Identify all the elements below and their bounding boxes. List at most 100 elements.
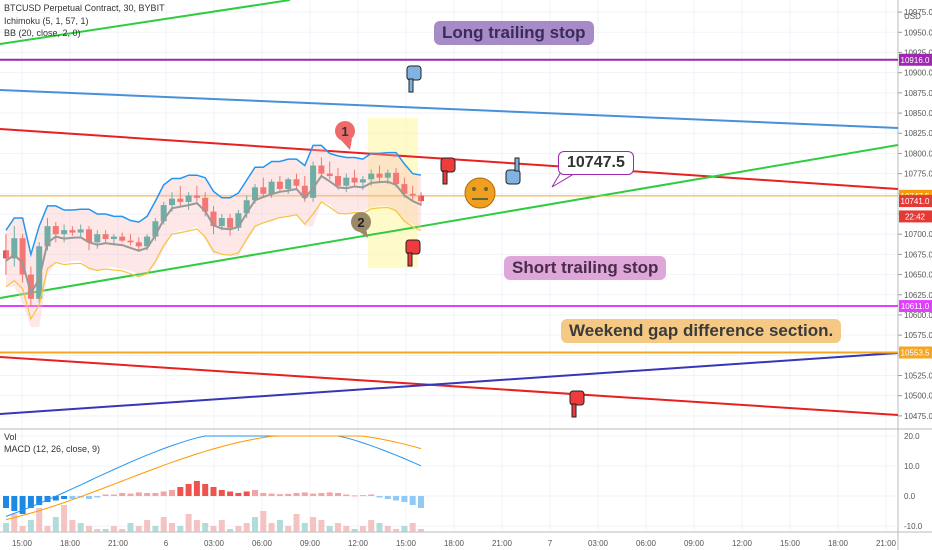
macd-histogram-bar: [351, 495, 358, 497]
macd-histogram-bar: [36, 496, 43, 505]
candle-body: [409, 193, 416, 196]
candle-body: [418, 195, 424, 202]
macd-histogram-bar: [293, 493, 300, 496]
volume-legend[interactable]: Vol: [4, 432, 17, 442]
volume-bar: [193, 520, 200, 532]
candle-body: [318, 165, 325, 174]
volume-bar: [285, 526, 292, 532]
price-tick-label: 10975.0: [904, 8, 932, 17]
ichimoku-legend[interactable]: Ichimoku (5, 1, 57, 1): [4, 16, 89, 26]
macd-histogram-bar: [119, 493, 126, 496]
volume-bar: [19, 526, 26, 532]
macd-histogram-bar: [102, 494, 109, 496]
badge-2-pointer: [357, 228, 368, 238]
macd-histogram-bar: [19, 496, 26, 514]
green-trendline: [0, 144, 899, 299]
volume-bar: [119, 529, 126, 532]
volume-bar: [11, 514, 18, 532]
short-trailing-stop-callout[interactable]: Short trailing stop: [504, 256, 667, 280]
red-hand-icon-3[interactable]: [569, 390, 585, 418]
macd-histogram-bar: [401, 496, 408, 502]
price-tick-label: 10775.0: [904, 170, 932, 179]
volume-bar: [27, 520, 34, 532]
volume-bar: [359, 526, 366, 532]
candle-body: [276, 181, 283, 189]
blue-hand-icon[interactable]: [406, 65, 422, 93]
candle-body: [218, 218, 225, 227]
price-tick-label: 10475.0: [904, 412, 932, 421]
volume-bar: [210, 526, 217, 532]
macd-histogram-bar: [235, 493, 242, 496]
macd-histogram-bar: [409, 496, 416, 505]
candle-body: [69, 230, 76, 233]
time-tick-label: 09:00: [684, 539, 705, 548]
macd-histogram-bar: [152, 493, 159, 496]
time-tick-label: 03:00: [204, 539, 225, 548]
long-trailing-stop-callout[interactable]: Long trailing stop: [434, 21, 594, 45]
price-tick-label: 10525.0: [904, 372, 932, 381]
macd-histogram-bar: [127, 493, 134, 496]
price-tag-label: 10916.0: [901, 56, 930, 65]
badge-1-label: 1: [341, 124, 348, 139]
macd-histogram-bar: [11, 496, 18, 511]
time-tick-label: 15:00: [12, 539, 33, 548]
weekend-gap-callout[interactable]: Weekend gap difference section.: [561, 319, 842, 343]
macd-histogram-bar: [359, 495, 366, 497]
macd-histogram-bar: [86, 496, 92, 499]
candle-body: [351, 177, 358, 183]
price-tick-label: 10650.0: [904, 271, 932, 280]
price-tag: [899, 300, 932, 313]
time-tick-label: 15:00: [780, 539, 801, 548]
volume-bar: [276, 520, 283, 532]
candle-body: [110, 236, 117, 240]
macd-histogram-bar: [210, 487, 217, 496]
macd-histogram-bar: [177, 487, 184, 496]
macd-histogram-bar: [61, 496, 68, 499]
macd-histogram-bar: [227, 491, 234, 496]
volume-bar: [252, 517, 258, 532]
candle-body: [368, 173, 375, 180]
macd-histogram-bar: [393, 496, 400, 501]
macd-histogram-bar: [160, 491, 167, 496]
macd-histogram-bar: [193, 481, 200, 496]
candle-body: [44, 226, 51, 247]
volume-bar: [160, 517, 167, 532]
price-tick-label: 10825.0: [904, 129, 932, 138]
macd-histogram-bar: [27, 496, 34, 508]
blue-trendline: [0, 89, 899, 129]
red-hand-icon-2[interactable]: [405, 239, 421, 267]
volume-bar: [218, 520, 225, 532]
time-tick-label: 21:00: [492, 539, 513, 548]
volume-bar: [3, 523, 9, 532]
blue-hand-icon-2[interactable]: [505, 157, 521, 185]
price-tick-label: 10500.0: [904, 392, 932, 401]
candle-body: [3, 250, 9, 259]
candle-body: [152, 221, 159, 237]
candle-body: [235, 213, 242, 228]
volume-bar: [202, 523, 209, 532]
macd-histogram-bar: [318, 493, 325, 496]
volume-bar: [401, 526, 408, 532]
macd-histogram-bar: [144, 493, 151, 496]
price-box-callout[interactable]: 10747.5: [558, 151, 634, 175]
price-tick-label: 10850.0: [904, 109, 932, 118]
ichimoku-cloud: [6, 145, 421, 328]
macd-histogram-bar: [343, 494, 350, 496]
volume-bar: [293, 514, 300, 532]
candle-body: [335, 176, 341, 186]
red-hand-icon-1[interactable]: [440, 157, 456, 185]
macd-histogram-bar: [169, 490, 175, 496]
volume-bar: [127, 523, 134, 532]
candle-body: [185, 195, 192, 202]
time-tick-label: 12:00: [732, 539, 753, 548]
candle-body: [227, 218, 234, 228]
bb-legend[interactable]: BB (20, close, 2, 0): [4, 28, 81, 38]
price-tick-label: 10625.0: [904, 291, 932, 300]
volume-bar: [177, 526, 184, 532]
time-tick-label: 15:00: [396, 539, 417, 548]
volume-bar: [393, 529, 400, 532]
currency-label: USD: [904, 12, 921, 21]
macd-histogram-bar: [285, 493, 292, 496]
macd-legend[interactable]: MACD (12, 26, close, 9): [4, 444, 101, 454]
